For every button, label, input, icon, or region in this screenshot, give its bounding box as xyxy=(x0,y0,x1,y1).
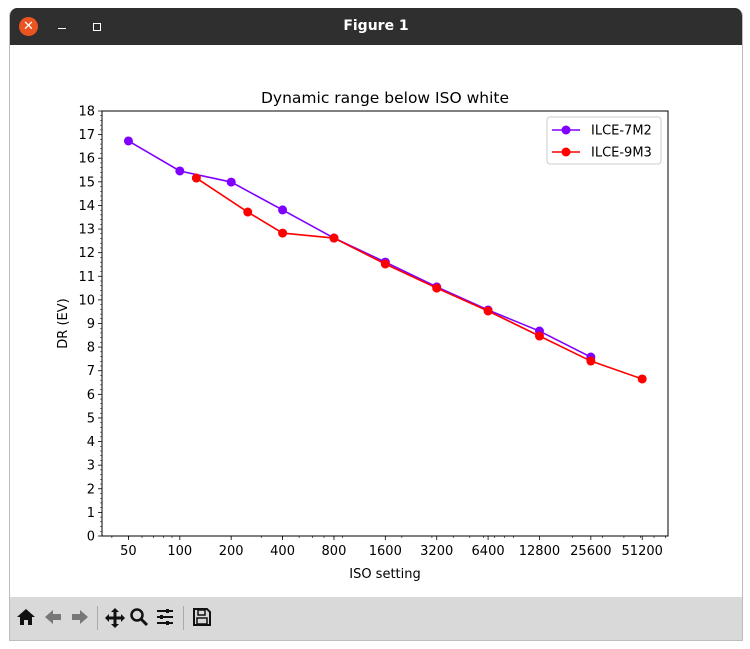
x-tick-label: 12800 xyxy=(519,544,560,559)
y-tick-label: 11 xyxy=(78,270,95,285)
x-tick-label: 400 xyxy=(270,544,295,559)
y-tick-label: 1 xyxy=(87,506,95,521)
data-point-ilce-9m3 xyxy=(380,259,390,269)
x-tick-label: 50 xyxy=(120,544,137,559)
title-bar: ✕ Figure 1 xyxy=(10,8,742,45)
pan-icon[interactable] xyxy=(104,607,126,634)
x-tick-label: 25600 xyxy=(570,544,611,559)
y-tick-label: 7 xyxy=(87,364,95,379)
save-icon[interactable] xyxy=(192,607,212,632)
series-line-ilce-9m3 xyxy=(195,177,643,380)
y-tick-label: 18 xyxy=(78,105,95,120)
minimize-icon[interactable] xyxy=(58,28,66,29)
data-point-ilce-9m3 xyxy=(191,173,201,183)
chart: 50 100 200 400 800 1600 3200 6400 12800 25600 5120… xyxy=(56,89,669,582)
data-point-ilce-9m3 xyxy=(432,283,442,293)
data-point-ilce-9m3 xyxy=(534,331,544,341)
configure-subplots-icon[interactable] xyxy=(155,607,175,632)
y-tick-label: 13 xyxy=(78,223,95,238)
data-point-ilce-9m3 xyxy=(637,374,647,384)
y-tick-label: 0 xyxy=(87,530,95,545)
y-tick-label: 17 xyxy=(78,128,95,143)
y-tick-label: 16 xyxy=(78,152,95,167)
legend-marker xyxy=(561,147,571,157)
y-tick-label: 3 xyxy=(87,459,95,474)
legend-marker xyxy=(561,125,571,135)
y-tick-label: 2 xyxy=(87,482,95,497)
x-axis-label: ISO setting xyxy=(349,567,421,582)
data-point-ilce-9m3 xyxy=(586,356,596,366)
data-point-ilce-7m2 xyxy=(175,166,185,176)
window-title: Figure 1 xyxy=(343,18,409,34)
data-point-ilce-7m2 xyxy=(278,205,288,215)
y-tick-label: 14 xyxy=(78,199,95,214)
y-tick-label: 8 xyxy=(87,341,95,356)
zoom-icon[interactable] xyxy=(129,607,149,632)
y-tick-label: 15 xyxy=(78,175,95,190)
toolbar-separator xyxy=(97,606,98,630)
y-tick-label: 12 xyxy=(78,246,95,261)
y-tick-label: 6 xyxy=(87,388,95,403)
plot-area xyxy=(102,111,668,536)
forward-icon[interactable] xyxy=(70,607,90,632)
data-point-ilce-9m3 xyxy=(483,306,493,316)
data-point-ilce-9m3 xyxy=(278,228,288,238)
data-point-ilce-9m3 xyxy=(329,233,339,243)
x-tick-label: 51200 xyxy=(622,544,663,559)
x-tick-label: 3200 xyxy=(420,544,453,559)
x-tick-label: 100 xyxy=(167,544,192,559)
legend-label: ILCE-9M3 xyxy=(591,146,652,161)
series-line-ilce-7m2 xyxy=(128,140,592,358)
home-icon[interactable] xyxy=(16,607,36,632)
plot-frame xyxy=(101,110,669,537)
y-tick-label: 10 xyxy=(78,293,95,308)
data-point-ilce-9m3 xyxy=(243,207,253,217)
x-tick-label: 6400 xyxy=(472,544,505,559)
y-tick-label: 9 xyxy=(87,317,95,332)
close-icon[interactable]: ✕ xyxy=(19,17,38,36)
back-icon[interactable] xyxy=(43,607,63,632)
data-point-ilce-7m2 xyxy=(226,177,236,187)
data-point-ilce-7m2 xyxy=(123,136,133,146)
y-tick-label: 5 xyxy=(87,411,95,426)
x-tick-label: 800 xyxy=(322,544,347,559)
toolbar xyxy=(10,597,742,640)
toolbar-separator xyxy=(183,606,184,630)
legend-label: ILCE-7M2 xyxy=(591,124,652,139)
x-tick-label: 200 xyxy=(219,544,244,559)
y-axis-label: DR (EV) xyxy=(56,298,71,348)
chart-title: Dynamic range below ISO white xyxy=(261,89,509,107)
y-tick-label: 4 xyxy=(87,435,95,450)
maximize-icon[interactable] xyxy=(93,23,101,31)
x-tick-label: 1600 xyxy=(369,544,402,559)
figure-window: ✕ Figure 1 50 100 200 400 800 1600 3200 6400 128… xyxy=(9,8,743,641)
